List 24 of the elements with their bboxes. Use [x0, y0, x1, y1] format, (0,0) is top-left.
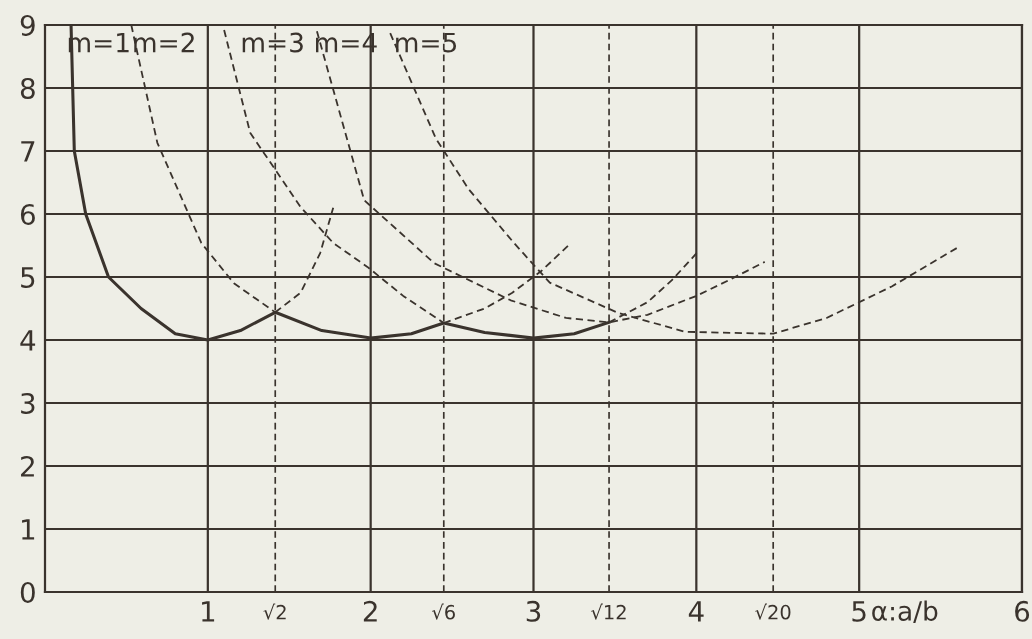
- x-tick-label: 5: [852, 601, 866, 622]
- y-tick-label: 7: [21, 141, 35, 162]
- x-tick-label: 1: [202, 601, 215, 622]
- x-tick-label: 2: [363, 600, 377, 622]
- ref-line-label: √12: [591, 603, 626, 620]
- ref-line-label: √6: [431, 603, 455, 620]
- x-tick-label: 6: [1015, 600, 1030, 622]
- annotation: m=5: [396, 32, 457, 53]
- annotation: m=3: [242, 32, 303, 53]
- y-tick-label: 9: [20, 14, 35, 36]
- y-tick-label: 6: [20, 203, 35, 225]
- y-tick-label: 1: [22, 519, 35, 540]
- y-tick-label: 3: [21, 392, 35, 414]
- annotation: m=2: [134, 32, 194, 53]
- y-tick-label: 8: [20, 77, 35, 99]
- y-tick-label: 0: [20, 581, 35, 603]
- x-axis-title: α:a/b: [872, 600, 938, 624]
- ref-line-label: √2: [263, 603, 286, 620]
- y-tick-label: 5: [21, 267, 35, 288]
- y-tick-label: 4: [20, 330, 36, 351]
- x-tick-label: 4: [688, 601, 704, 622]
- y-tick-label: 2: [21, 455, 34, 477]
- x-tick-label: 3: [526, 600, 541, 622]
- ref-line-label: √20: [755, 603, 791, 620]
